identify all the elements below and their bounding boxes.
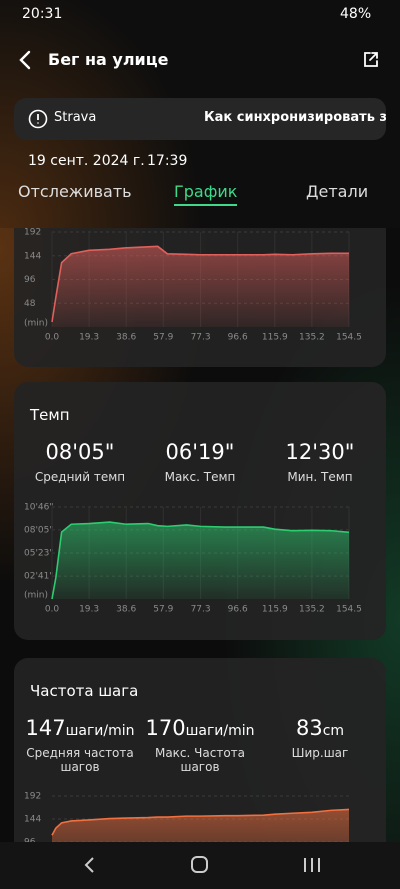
x-tick-label: 57.9: [153, 333, 173, 343]
area: [52, 246, 349, 327]
stat-value: 12'30": [285, 440, 355, 464]
tab[interactable]: Отслеживать: [18, 182, 132, 201]
top-bar: 20:31 48% Бег на улице Strava Как синхро…: [0, 0, 400, 228]
y-tick-label: 96: [24, 275, 36, 285]
y-tick-label: 10'46": [24, 503, 54, 513]
x-tick-label: 19.3: [79, 605, 99, 615]
x-axis-label: (min): [24, 319, 48, 329]
sync-banner[interactable]: Strava Как синхронизировать запи: [14, 98, 386, 140]
x-tick-label: 0.0: [45, 605, 60, 615]
status-battery: 48%: [340, 6, 372, 22]
stat: 08'05" Средний темп: [20, 440, 140, 484]
nav-home[interactable]: [191, 856, 208, 873]
x-tick-label: 96.6: [228, 333, 248, 343]
stat-unit: cm: [322, 723, 345, 739]
line: [51, 245, 349, 323]
stat: 170шаги/min Макс. Частота шагов: [140, 716, 260, 774]
card-title: Темп: [30, 406, 70, 424]
x-tick-label: 38.6: [116, 333, 136, 343]
stat-label: Мин. Темп: [287, 470, 353, 484]
stats: 08'05" Средний темп 06'19" Макс. Темп 12'3…: [20, 440, 380, 484]
card-title: Частота шага: [30, 682, 139, 700]
x-tick-label: 77.3: [191, 333, 211, 343]
y-tick-label: 05'23": [24, 549, 54, 559]
nav-bar: [0, 842, 400, 889]
nav-recent[interactable]: [304, 858, 320, 872]
x-tick-label: 154.5: [336, 333, 362, 343]
stat: 06'19" Макс. Темп: [140, 440, 260, 484]
y-tick-label: 02'41": [24, 572, 54, 582]
stat-value: 170: [145, 716, 186, 740]
line: [51, 808, 350, 836]
stat: 12'30" Мин. Темп: [260, 440, 380, 484]
x-tick-label: 19.3: [79, 333, 99, 343]
tab[interactable]: График: [174, 182, 238, 206]
y-tick-label: 144: [24, 251, 41, 261]
x-tick-label: 38.6: [116, 605, 136, 615]
stat-value: 83: [295, 716, 323, 740]
y-tick-label: 08'05": [24, 525, 54, 535]
x-tick-label: 115.9: [262, 333, 288, 343]
stat-label: Макс. Темп: [164, 470, 236, 484]
stat-label: Макс. Частота шагов: [154, 746, 246, 774]
y-tick-label: 48: [24, 299, 36, 309]
stat-value: 08'05": [45, 440, 115, 464]
nav-back[interactable]: [84, 857, 94, 873]
stat-label: Средний темп: [34, 470, 126, 484]
stat: 147шаги/min Средняя частота шагов: [20, 716, 140, 774]
area: [52, 522, 349, 599]
workout-time: 17:39: [147, 153, 188, 169]
x-tick-label: 135.2: [299, 605, 325, 615]
back-button[interactable]: [16, 50, 36, 70]
stat-value: 06'19": [165, 440, 235, 464]
y-tick-label: 144: [24, 815, 41, 825]
share-button[interactable]: [361, 50, 381, 70]
x-tick-label: 115.9: [262, 605, 288, 615]
banner-app: Strava: [54, 110, 97, 125]
x-tick-label: 154.5: [336, 605, 362, 615]
x-tick-label: 135.2: [299, 333, 325, 343]
stat-value: 147: [25, 716, 66, 740]
info-icon: [28, 109, 48, 129]
workout-date: 19 сент. 2024 г.: [28, 153, 145, 169]
stat-unit: шаги/min: [185, 723, 255, 739]
y-tick-label: 192: [24, 228, 41, 238]
stat-label: Шир.шаг: [291, 746, 349, 760]
page-title: Бег на улице: [48, 50, 169, 69]
stat: 83cm Шир.шаг: [260, 716, 380, 774]
stats: 147шаги/min Средняя частота шагов 170шаги…: [20, 716, 380, 774]
banner-link[interactable]: Как синхронизировать запи: [204, 110, 386, 125]
stat-unit: шаги/min: [65, 723, 135, 739]
x-tick-label: 57.9: [153, 605, 173, 615]
x-tick-label: 96.6: [228, 605, 248, 615]
x-tick-label: 77.3: [191, 605, 211, 615]
line: [51, 521, 350, 600]
x-tick-label: 0.0: [45, 333, 60, 343]
status-time: 20:31: [22, 6, 63, 22]
nav-icons: [84, 856, 320, 873]
tab[interactable]: Детали: [306, 182, 369, 201]
stat-label: Средняя частота шагов: [26, 746, 134, 774]
y-tick-label: 192: [24, 792, 41, 802]
x-axis-label: (min): [24, 591, 48, 601]
